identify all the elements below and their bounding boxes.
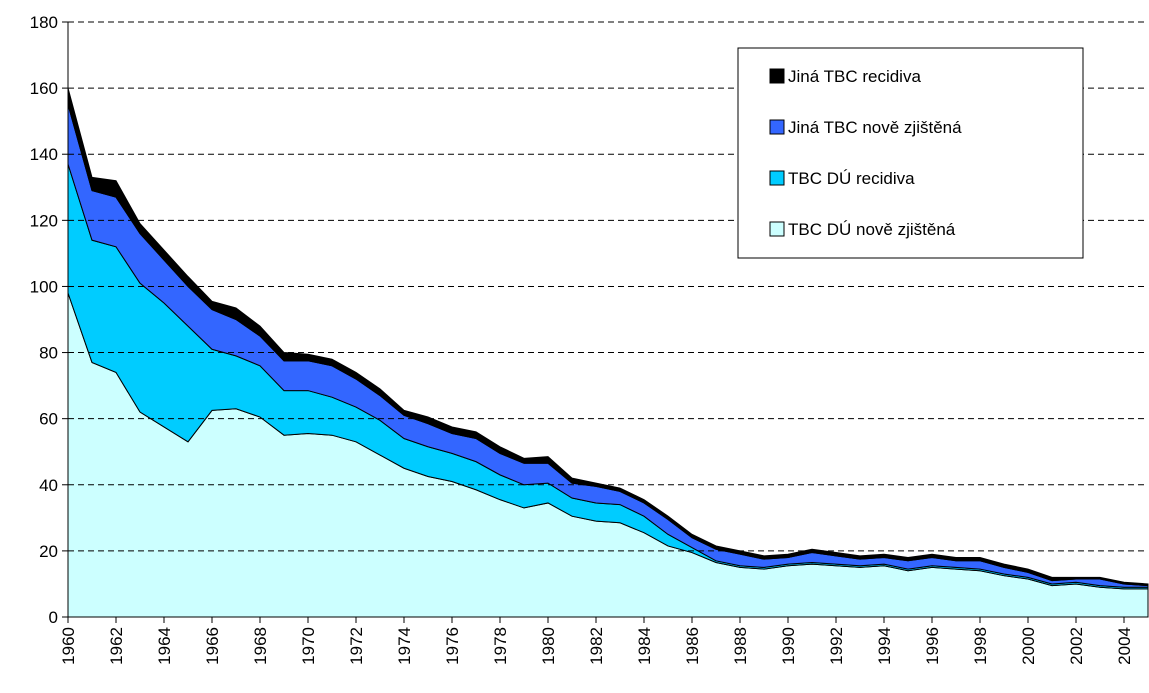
x-tick-label: 1998 <box>971 627 990 665</box>
x-tick-label: 1986 <box>683 627 702 665</box>
x-tick-label: 2000 <box>1019 627 1038 665</box>
x-tick-label: 2004 <box>1115 627 1134 665</box>
y-tick-label: 120 <box>30 211 58 230</box>
legend-swatch <box>769 119 785 135</box>
x-tick-label: 1960 <box>59 627 78 665</box>
area <box>67 87 1149 587</box>
y-tick-label: 20 <box>39 542 58 561</box>
x-tick-label: 1990 <box>779 627 798 665</box>
x-tick-label: 1994 <box>875 627 894 665</box>
x-tick-label: 1980 <box>539 627 558 665</box>
x-tick-label: 1968 <box>251 627 270 665</box>
legend: Jiná TBC recidiva Jiná TBC nově zjištěná T… <box>737 47 1084 259</box>
legend-label: TBC DÚ recidiva <box>788 169 915 188</box>
legend-swatch <box>769 221 785 237</box>
y-tick-label: 40 <box>39 476 58 495</box>
x-tick-label: 1982 <box>587 627 606 665</box>
legend-label: Jiná TBC recidiva <box>788 67 921 86</box>
x-tick-label: 1962 <box>107 627 126 665</box>
x-tick-label: 1984 <box>635 627 654 665</box>
x-tick-label: 1974 <box>395 627 414 665</box>
x-tick-label: 1976 <box>443 627 462 665</box>
x-tick-label: 1988 <box>731 627 750 665</box>
x-tick-label: 1996 <box>923 627 942 665</box>
legend-label: Jiná TBC nově zjištěná <box>788 118 962 137</box>
y-tick-label: 140 <box>30 145 58 164</box>
x-tick-label: 1972 <box>347 627 366 665</box>
x-tick-label: 1978 <box>491 627 510 665</box>
x-tick-label: 1966 <box>203 627 222 665</box>
y-tick-label: 80 <box>39 344 58 363</box>
y-tick-label: 100 <box>30 277 58 296</box>
y-tick-label: 60 <box>39 410 58 429</box>
y-tick-label: 180 <box>30 13 58 32</box>
x-tick-label: 2002 <box>1067 627 1086 665</box>
legend-swatch <box>769 68 785 84</box>
legend-label: TBC DÚ nově zjištěná <box>788 220 956 239</box>
legend-swatch <box>769 170 785 186</box>
x-tick-label: 1964 <box>155 627 174 665</box>
y-tick-label: 160 <box>30 79 58 98</box>
legend-box <box>737 47 1084 259</box>
x-tick-label: 1970 <box>299 627 318 665</box>
y-tick-label: 0 <box>49 608 58 627</box>
x-tick-label: 1992 <box>827 627 846 665</box>
